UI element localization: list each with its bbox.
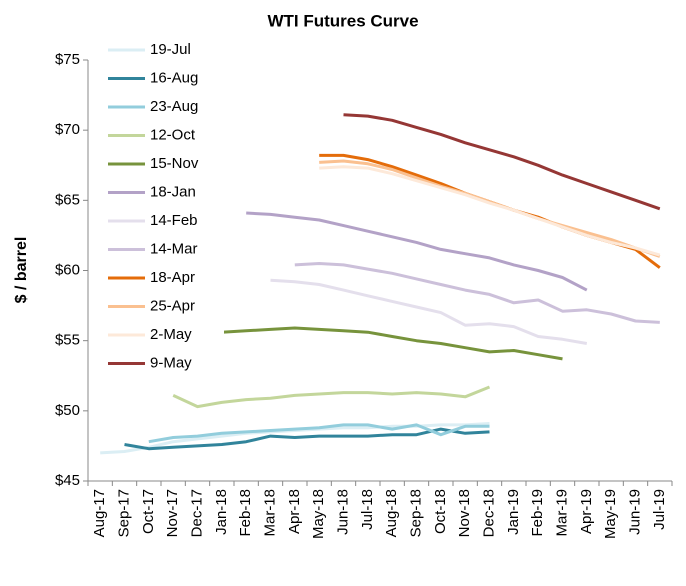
- legend-label: 15-Nov: [150, 155, 199, 172]
- legend-label: 18-Jan: [150, 183, 196, 200]
- series-line: [319, 165, 661, 257]
- legend-label: 25-Apr: [150, 297, 195, 314]
- series-line: [246, 211, 588, 292]
- y-tick-label: $70: [55, 121, 80, 138]
- x-tick-label: Apr-18: [286, 489, 303, 534]
- x-tick-label: May-18: [310, 489, 327, 539]
- y-tick-label: $50: [55, 402, 80, 419]
- x-tick-label: Jun-19: [626, 489, 643, 535]
- legend-label: 14-Mar: [150, 240, 198, 257]
- legend-label: 19-Jul: [150, 41, 191, 58]
- x-tick-label: Sep-18: [407, 489, 424, 537]
- x-tick-label: Aug-17: [91, 489, 108, 537]
- legend-label: 12-Oct: [150, 126, 196, 143]
- x-tick-label: Feb-18: [237, 489, 254, 537]
- series-line: [124, 427, 490, 451]
- y-axis-label: $ / barrel: [13, 237, 30, 304]
- series-line: [172, 385, 491, 409]
- y-tick-label: $65: [55, 191, 80, 208]
- x-tick-label: Jan-18: [213, 489, 230, 535]
- y-tick-label: $75: [55, 51, 80, 68]
- series-line: [294, 262, 660, 324]
- legend-label: 16-Aug: [150, 69, 198, 86]
- y-tick-label: $55: [55, 332, 80, 349]
- x-tick-label: Jan-19: [505, 489, 522, 535]
- series-line: [197, 326, 563, 361]
- x-tick-label: Nov-18: [456, 489, 473, 537]
- x-tick-label: Feb-19: [529, 489, 546, 537]
- x-tick-label: Mar-18: [261, 489, 278, 537]
- series-line: [343, 113, 661, 211]
- x-tick-label: May-19: [602, 489, 619, 539]
- y-tick-label: $60: [55, 261, 80, 278]
- x-tick-label: Dec-17: [188, 489, 205, 537]
- x-tick-label: Jul-19: [651, 489, 668, 530]
- x-tick-label: Jul-18: [359, 489, 376, 530]
- x-tick-label: Nov-17: [164, 489, 181, 537]
- x-tick-label: Mar-19: [553, 489, 570, 537]
- legend-label: 14-Feb: [150, 212, 198, 229]
- x-tick-label: Oct-17: [140, 489, 157, 534]
- legend-label: 23-Aug: [150, 98, 198, 115]
- series-line: [319, 153, 661, 269]
- series-line: [148, 423, 490, 444]
- x-tick-label: Dec-18: [480, 489, 497, 537]
- x-tick-label: Oct-18: [432, 489, 449, 534]
- series-line: [270, 278, 588, 345]
- x-tick-label: Apr-19: [578, 489, 595, 534]
- legend-label: 18-Apr: [150, 269, 195, 286]
- x-tick-label: Jun-18: [334, 489, 351, 535]
- chart-title: WTI Futures Curve: [267, 11, 418, 30]
- x-tick-label: Aug-18: [383, 489, 400, 537]
- x-tick-label: Sep-17: [115, 489, 132, 537]
- y-tick-label: $45: [55, 472, 80, 489]
- legend-label: 9-May: [150, 354, 192, 371]
- legend-label: 2-May: [150, 326, 192, 343]
